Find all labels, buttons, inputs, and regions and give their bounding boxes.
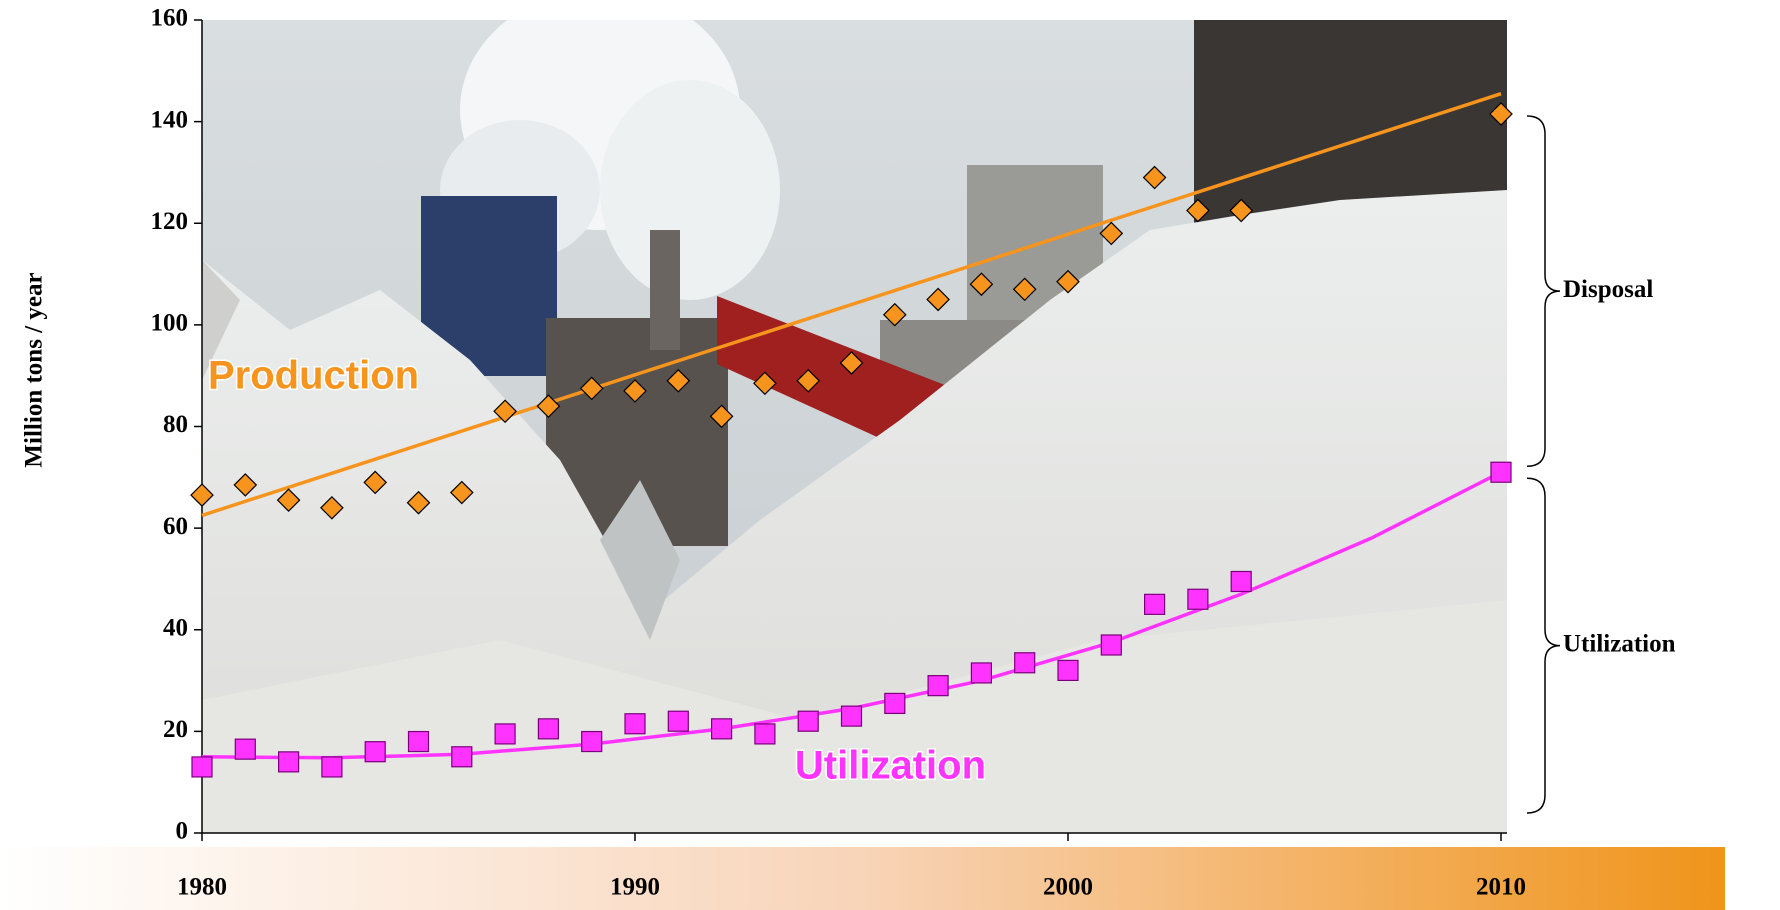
annotation: Utilization [1563, 630, 1676, 657]
point [1229, 198, 1254, 223]
point [1489, 102, 1513, 126]
point [1014, 652, 1036, 674]
point [364, 741, 386, 763]
point [321, 756, 343, 778]
point [451, 746, 473, 768]
x-tick-label: 1980 [177, 874, 227, 901]
point [581, 730, 603, 753]
point [363, 470, 388, 495]
series-label: Production [208, 353, 419, 397]
y-tick-label: 60 [163, 513, 188, 540]
y-tick-label: 20 [163, 716, 188, 743]
point [1186, 198, 1210, 223]
x-tick-label: 1990 [610, 874, 660, 901]
point [926, 287, 950, 312]
y-tick-label: 120 [151, 208, 189, 235]
point [407, 730, 430, 753]
y-tick-label: 40 [163, 614, 188, 641]
point [278, 751, 300, 773]
x-tick-label: 2010 [1476, 874, 1526, 901]
y-tick-label: 140 [151, 106, 189, 133]
point [233, 473, 258, 497]
x-axis-band [0, 847, 1725, 910]
y-tick-label: 80 [163, 411, 188, 438]
point [709, 404, 734, 429]
point [537, 718, 560, 740]
point [536, 394, 561, 419]
point [1187, 588, 1209, 610]
point [666, 368, 691, 393]
point [234, 738, 256, 760]
point [970, 662, 993, 684]
brace [1526, 115, 1561, 467]
point [754, 723, 776, 745]
point [449, 480, 474, 505]
point [623, 379, 647, 403]
point [1142, 165, 1167, 190]
point [797, 710, 819, 732]
point [1143, 593, 1166, 615]
y-tick-label: 160 [151, 5, 189, 32]
point [969, 272, 994, 297]
series-label: Utilization [795, 744, 986, 788]
point [1056, 269, 1080, 294]
y-axis-label: Million tons / year [21, 272, 48, 467]
point [840, 705, 863, 727]
point [884, 692, 906, 715]
y-tick-label: 100 [151, 310, 189, 337]
point [494, 723, 516, 745]
point [1230, 570, 1252, 593]
background-photo [202, 20, 1507, 833]
point [710, 718, 733, 740]
point [1057, 659, 1079, 682]
point [579, 376, 604, 401]
point [882, 302, 907, 327]
point [1099, 221, 1124, 246]
point [1012, 277, 1037, 302]
trend-line [201, 92, 1502, 518]
point [1490, 461, 1512, 483]
brace [1526, 477, 1561, 814]
point [1100, 634, 1122, 656]
point [796, 368, 821, 393]
annotation: Disposal [1563, 276, 1653, 303]
point [624, 713, 646, 735]
point [667, 710, 689, 732]
point [493, 399, 517, 424]
point [406, 490, 431, 515]
point [753, 371, 777, 396]
point [191, 756, 213, 778]
point [276, 488, 301, 513]
point [190, 483, 214, 507]
point [320, 495, 344, 520]
point [927, 675, 949, 697]
point [839, 351, 864, 375]
x-tick-label: 2000 [1043, 874, 1093, 901]
y-tick-label: 0 [176, 818, 189, 845]
